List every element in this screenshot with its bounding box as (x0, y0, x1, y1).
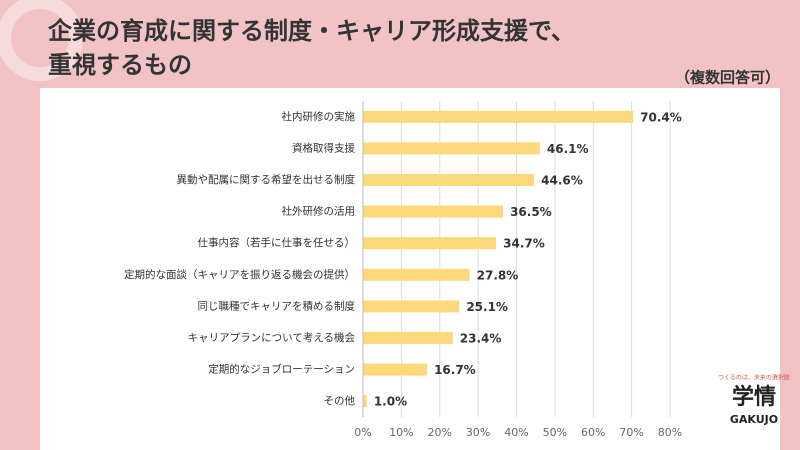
bar (363, 395, 367, 408)
bar (363, 174, 535, 186)
value-label: 23.4% (460, 332, 502, 346)
bar (363, 268, 470, 281)
bar (363, 142, 540, 155)
chart-title: 企業の育成に関する制度・キャリア形成支援で、 (48, 17, 575, 45)
y-tick-label: その他 (324, 394, 356, 407)
x-tick-label: 80% (658, 426, 682, 439)
value-label: 27.8% (477, 268, 519, 282)
chart-title: 重視するもの (48, 51, 192, 79)
value-label: 16.7% (434, 363, 476, 377)
x-tick-label: 10% (389, 426, 413, 439)
value-label: 34.7% (503, 237, 545, 251)
x-tick-label: 20% (428, 426, 452, 439)
y-tick-label: 異動や配属に関する希望を出せる制度 (177, 173, 356, 186)
x-tick-label: 30% (466, 426, 490, 439)
y-tick-label: 社内研修の実施 (282, 110, 356, 123)
y-tick-label: 社外研修の活用 (282, 205, 356, 218)
y-tick-label: キャリアプランについて考える機会 (188, 331, 356, 344)
value-label: 44.6% (541, 174, 583, 188)
x-tick-label: 70% (619, 426, 643, 439)
brand-roman: GAKUJO (730, 413, 778, 426)
bar (363, 363, 428, 376)
y-tick-label: 定期的な面談（キャリアを振り返る機会の提供） (124, 268, 355, 281)
decor-circle (0, 0, 83, 81)
note: （複数回答可） (675, 69, 780, 87)
value-label: 25.1% (466, 300, 508, 314)
y-tick-label: 同じ職種でキャリアを積める制度 (198, 299, 356, 312)
brand-name: 学情 (732, 384, 776, 410)
y-tick-label: 仕事内容（若手に仕事を任せる） (198, 236, 356, 249)
x-tick-label: 50% (543, 426, 567, 439)
value-label: 36.5% (510, 205, 552, 219)
x-tick-label: 0% (354, 426, 371, 439)
x-tick-label: 40% (504, 426, 528, 439)
value-label: 70.4% (640, 110, 682, 124)
bar (363, 332, 453, 344)
bar (363, 237, 497, 250)
value-label: 46.1% (547, 142, 589, 156)
y-tick-label: 定期的なジョブローテーション (208, 363, 355, 376)
value-label: 1.0% (374, 395, 407, 409)
y-tick-label: 資格取得支援 (292, 141, 355, 154)
x-tick-label: 60% (581, 426, 605, 439)
brand-tagline: つくるのは、未来の選択肢 (718, 374, 790, 382)
bar (363, 300, 460, 313)
bar (363, 205, 504, 218)
bar (363, 110, 634, 123)
